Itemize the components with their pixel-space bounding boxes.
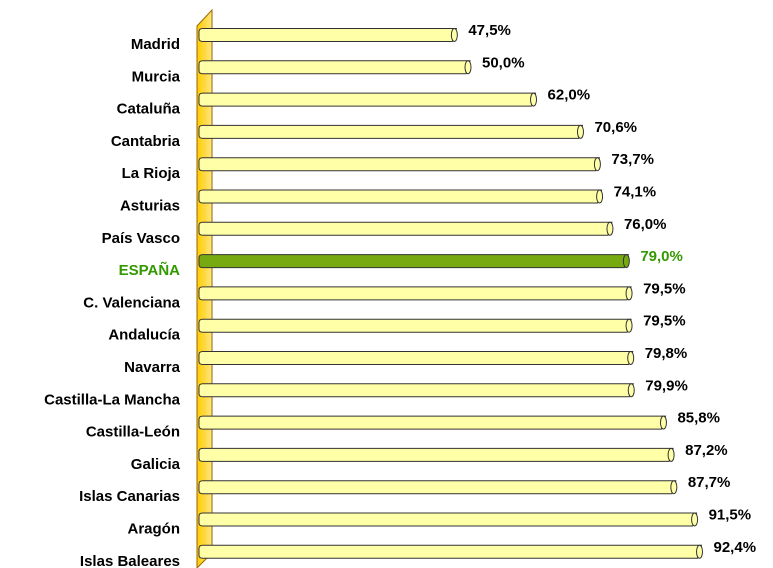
value-label: 87,2% (685, 442, 728, 459)
category-label: ESPAÑA (119, 261, 181, 279)
bar (198, 415, 667, 430)
bar-cap (625, 318, 633, 333)
bar (198, 512, 698, 527)
bar-cap (691, 512, 699, 527)
value-label: 79,5% (643, 280, 686, 297)
bar (198, 221, 613, 236)
bar-cap (530, 92, 538, 107)
value-label: 73,7% (611, 151, 654, 168)
bar-cap (450, 28, 458, 42)
bar (198, 351, 634, 365)
value-label: 79,9% (645, 377, 688, 394)
category-label: Islas Baleares (80, 553, 180, 568)
bar-cap (625, 286, 633, 301)
category-label: Navarra (124, 359, 181, 376)
bar (198, 254, 630, 269)
bar (198, 92, 537, 107)
bar-cap (659, 415, 667, 430)
bar-cap (593, 157, 601, 172)
category-label: Castilla-La Mancha (44, 391, 181, 408)
value-label: 47,5% (468, 22, 511, 39)
category-label: La Rioja (122, 165, 181, 182)
bar-cap (576, 124, 584, 139)
bar-cap (606, 221, 614, 236)
value-label: 70,6% (594, 119, 637, 136)
category-label: Andalucía (108, 327, 180, 344)
value-label: 62,0% (548, 87, 591, 104)
bar (198, 544, 703, 559)
bar-cap (464, 60, 472, 75)
value-label: 92,4% (714, 539, 757, 556)
category-label: Castilla-León (86, 424, 180, 441)
value-label: 85,8% (677, 410, 720, 427)
bar (198, 318, 632, 333)
value-label: 79,5% (643, 313, 686, 330)
category-label: Cataluña (117, 101, 181, 118)
bar (198, 480, 677, 495)
bar (198, 383, 634, 398)
bar (198, 157, 601, 172)
bar (198, 189, 603, 204)
bar (198, 124, 584, 139)
category-label: Murcia (132, 68, 181, 85)
category-label: Galicia (131, 456, 181, 473)
category-label: Cantabria (111, 133, 181, 150)
value-label: 87,7% (688, 474, 731, 491)
value-label: 79,8% (645, 345, 688, 362)
category-label: Asturias (120, 197, 180, 214)
bar (198, 28, 458, 42)
category-label: C. Valenciana (83, 294, 180, 311)
bar-cap (627, 351, 635, 365)
value-label: 76,0% (624, 216, 667, 233)
category-label: País Vasco (102, 230, 180, 247)
bar-cap (627, 383, 635, 398)
bar (198, 60, 471, 75)
category-label: Islas Canarias (79, 488, 180, 505)
value-label: 50,0% (482, 54, 525, 71)
bar-cap (667, 447, 675, 462)
bar-cap (670, 480, 678, 495)
category-label: Aragón (128, 520, 181, 537)
category-label: Madrid (131, 36, 180, 53)
bar-cap (596, 189, 604, 204)
bar-cap (696, 544, 704, 559)
bar (198, 286, 632, 301)
value-label: 91,5% (709, 506, 752, 523)
value-label: 79,0% (640, 248, 683, 265)
value-label: 74,1% (614, 183, 657, 200)
bar (198, 447, 674, 462)
bar-cap (622, 254, 630, 269)
